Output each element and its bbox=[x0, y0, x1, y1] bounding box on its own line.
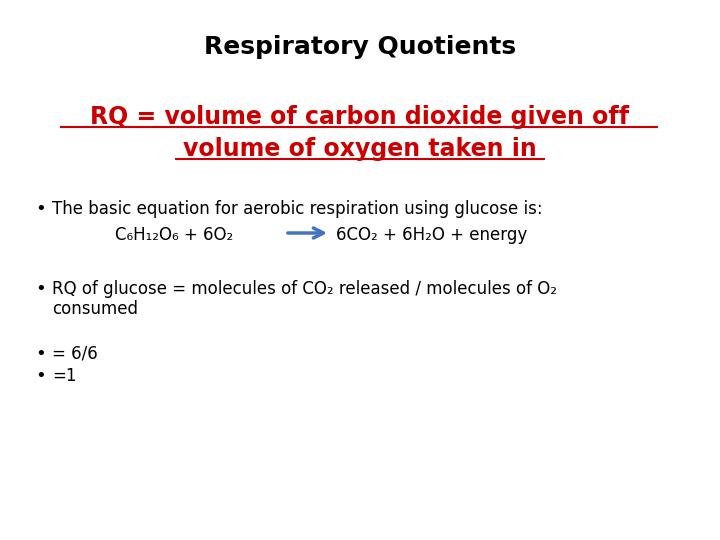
Text: C₆H₁₂O₆ + 6O₂: C₆H₁₂O₆ + 6O₂ bbox=[115, 226, 233, 244]
Text: •: • bbox=[35, 345, 46, 363]
Text: •: • bbox=[35, 367, 46, 385]
Text: •: • bbox=[35, 200, 46, 218]
Text: •: • bbox=[35, 280, 46, 298]
Text: The basic equation for aerobic respiration using glucose is:: The basic equation for aerobic respirati… bbox=[52, 200, 543, 218]
Text: RQ of glucose = molecules of CO₂ released / molecules of O₂: RQ of glucose = molecules of CO₂ release… bbox=[52, 280, 557, 298]
Text: consumed: consumed bbox=[52, 300, 138, 318]
Text: Respiratory Quotients: Respiratory Quotients bbox=[204, 35, 516, 59]
Text: 6CO₂ + 6H₂O + energy: 6CO₂ + 6H₂O + energy bbox=[336, 226, 527, 244]
Text: RQ = volume of carbon dioxide given off: RQ = volume of carbon dioxide given off bbox=[91, 105, 629, 129]
Text: = 6/6: = 6/6 bbox=[52, 345, 98, 363]
Text: =1: =1 bbox=[52, 367, 76, 385]
Text: volume of oxygen taken in: volume of oxygen taken in bbox=[183, 137, 537, 161]
